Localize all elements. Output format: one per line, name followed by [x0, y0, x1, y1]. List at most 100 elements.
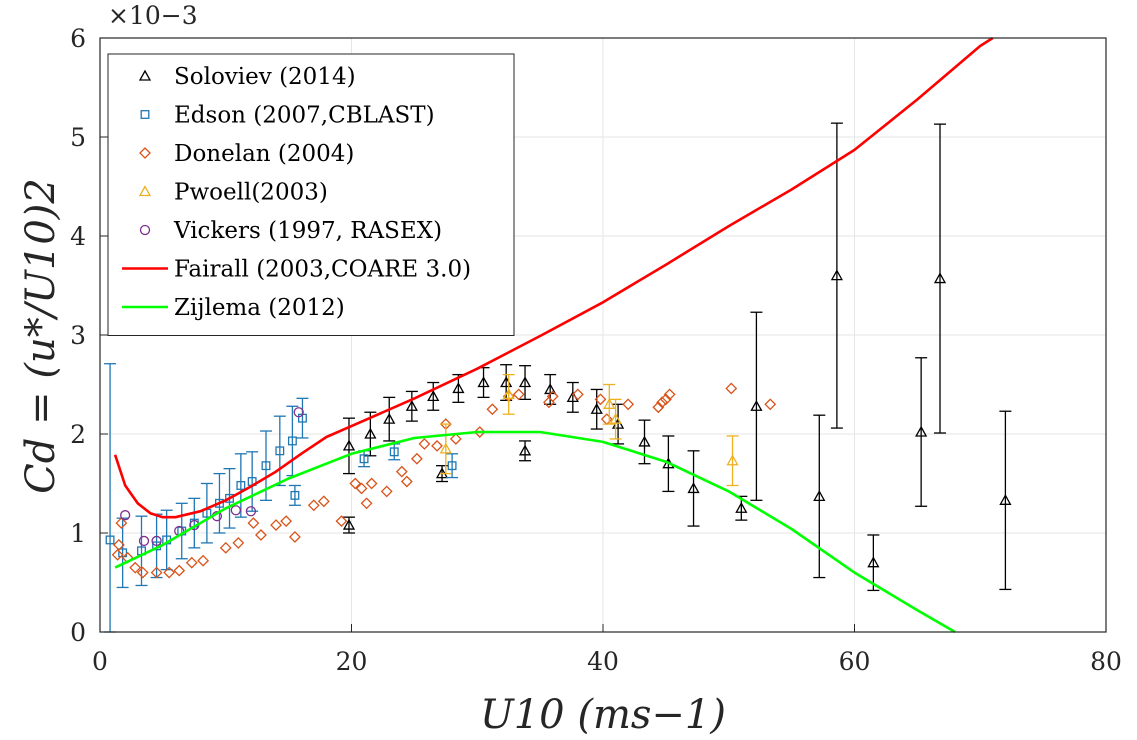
data-point	[150, 566, 163, 579]
data-point	[400, 475, 413, 488]
data-point	[230, 505, 241, 516]
data-point	[543, 396, 555, 409]
series-group	[342, 122, 1012, 592]
data-point	[359, 454, 369, 464]
legend-entry: Donelan (2004)	[174, 141, 354, 167]
data-point	[999, 493, 1012, 505]
x-tick-label: 20	[336, 647, 368, 676]
data-point	[439, 442, 452, 454]
data-point	[364, 427, 377, 439]
x-tick-label: 40	[587, 647, 619, 676]
data-point	[365, 477, 378, 490]
data-point	[687, 482, 700, 494]
series-group	[114, 430, 956, 634]
data-point	[317, 495, 330, 508]
data-point	[663, 388, 676, 401]
data-point	[867, 556, 880, 568]
data-point	[185, 556, 198, 569]
series-group	[120, 407, 304, 547]
data-point	[197, 554, 210, 567]
legend-box	[107, 53, 515, 336]
legend-swatch	[139, 224, 151, 236]
y-tick-label: 3	[70, 321, 86, 350]
data-point	[232, 536, 245, 549]
legend: Soloviev (2014) Edson (2007,CBLAST) Donela…	[107, 53, 515, 336]
data-point	[138, 535, 150, 547]
data-point	[163, 566, 176, 579]
plot-frame	[99, 37, 1107, 633]
data-point	[652, 401, 665, 414]
data-point	[518, 444, 532, 456]
data-point	[355, 482, 368, 495]
data-point	[659, 393, 672, 406]
data-point	[502, 388, 515, 400]
data-point	[280, 515, 293, 528]
legend-entry: Fairall (2003,COARE 3.0)	[174, 257, 471, 283]
data-point	[590, 402, 603, 414]
data-point	[546, 390, 559, 403]
data-point	[245, 506, 257, 517]
data-point	[395, 465, 408, 478]
data-point	[129, 561, 142, 574]
y-tick-label: 1	[70, 519, 86, 548]
data-point	[293, 407, 304, 418]
data-point	[342, 439, 356, 451]
plot-area	[104, 36, 1012, 634]
y-tick-label: 2	[70, 420, 86, 449]
data-point	[115, 517, 128, 530]
data-point	[735, 501, 748, 513]
x-axis-label: U10 (ms−1)	[480, 692, 726, 738]
data-point	[431, 439, 443, 452]
data-point	[290, 490, 300, 500]
x-tick-label: 0	[92, 647, 108, 676]
data-point	[726, 454, 739, 466]
data-point	[656, 396, 669, 409]
data-point	[255, 529, 267, 541]
data-point	[105, 535, 115, 545]
legend-entry: Vickers (1997, RASEX)	[173, 218, 442, 244]
legend-swatch	[138, 69, 152, 81]
series-group	[113, 36, 994, 519]
legend-entry: Zijlema (2012)	[174, 295, 345, 321]
data-point	[118, 548, 128, 558]
series-line	[113, 36, 994, 519]
data-point	[447, 461, 457, 471]
data-point	[307, 499, 320, 512]
data-point	[380, 485, 393, 498]
x-tick-label: 80	[1090, 647, 1122, 676]
data-point	[813, 490, 826, 502]
y-scale-factor: ×10−3	[108, 1, 198, 30]
data-point	[609, 412, 622, 424]
data-point	[933, 272, 947, 284]
legend-swatch	[140, 110, 150, 119]
data-point	[275, 446, 285, 456]
data-point	[830, 269, 843, 281]
data-point	[473, 426, 486, 438]
data-point	[486, 403, 499, 416]
data-point	[349, 477, 362, 490]
legend-swatch	[139, 147, 151, 159]
data-point	[571, 388, 584, 401]
y-tick-label: 4	[70, 222, 86, 251]
data-point	[111, 548, 124, 561]
y-tick-label: 6	[70, 24, 86, 53]
data-point	[452, 382, 465, 394]
data-point	[120, 510, 131, 521]
data-point	[418, 437, 431, 450]
data-point	[383, 412, 396, 424]
data-point	[112, 538, 125, 551]
data-point	[360, 497, 373, 510]
data-point	[915, 425, 928, 437]
data-point	[477, 376, 490, 388]
y-axis-label: Cd = (u*/U10)2	[18, 178, 64, 494]
data-point	[427, 390, 440, 402]
data-point	[512, 388, 525, 401]
data-point	[270, 519, 282, 531]
data-point	[219, 541, 232, 554]
data-point	[410, 452, 423, 465]
data-point	[342, 518, 356, 530]
y-tick-label: 5	[70, 123, 86, 152]
data-point	[750, 399, 763, 411]
data-point	[288, 531, 301, 543]
